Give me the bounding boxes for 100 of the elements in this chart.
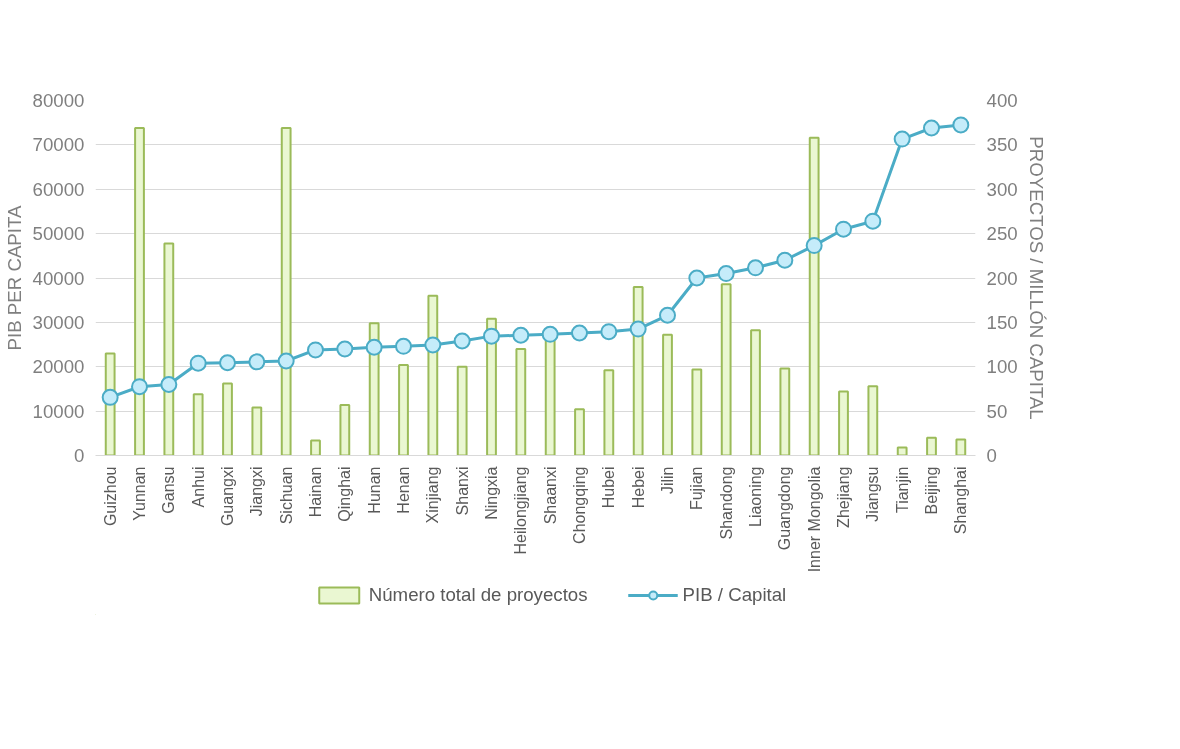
x-tick-label: Yunnan bbox=[131, 466, 148, 521]
bar bbox=[134, 127, 145, 456]
point bbox=[277, 352, 295, 370]
bar bbox=[339, 403, 351, 456]
y2-tick-label: 350 bbox=[986, 134, 1018, 156]
bar bbox=[632, 285, 644, 456]
bar bbox=[398, 363, 409, 456]
bar bbox=[955, 438, 967, 456]
y-tick-label: 40000 bbox=[32, 267, 85, 289]
bar bbox=[515, 348, 527, 456]
legend-label: Número total de proyectos bbox=[368, 584, 588, 606]
point bbox=[952, 116, 970, 134]
x-tick-label: Liaoning bbox=[747, 466, 764, 527]
point bbox=[336, 340, 354, 358]
bar bbox=[662, 333, 673, 456]
y-axis-title: PIB PER CAPITA bbox=[3, 205, 25, 351]
bar bbox=[163, 242, 175, 456]
bar bbox=[310, 439, 321, 456]
legend-label: PIB / Capital bbox=[682, 584, 787, 606]
point bbox=[717, 265, 735, 283]
point bbox=[131, 378, 148, 396]
bar bbox=[808, 136, 820, 456]
y2-tick-label: 300 bbox=[986, 178, 1018, 200]
x-tick-label: Hunan bbox=[365, 466, 383, 514]
point bbox=[189, 354, 207, 372]
point bbox=[688, 269, 706, 287]
y-tick-label: 10000 bbox=[32, 400, 85, 422]
x-tick-label: Qinghai bbox=[336, 466, 354, 522]
point bbox=[893, 130, 911, 148]
bar bbox=[574, 408, 585, 456]
point bbox=[512, 326, 530, 344]
point bbox=[101, 388, 119, 406]
x-tick-label: Xinjiang bbox=[424, 466, 442, 524]
point bbox=[248, 353, 266, 371]
x-tick-label: Hainan bbox=[307, 466, 324, 518]
point bbox=[805, 237, 823, 255]
y-tick-label: 50000 bbox=[32, 223, 85, 245]
x-tick-label: Guizhou bbox=[101, 466, 119, 527]
point bbox=[395, 337, 412, 355]
y-tick-label: 20000 bbox=[32, 356, 85, 378]
y2-tick-label: 250 bbox=[986, 223, 1018, 245]
bar bbox=[691, 368, 703, 456]
y2-tick-label: 50 bbox=[986, 400, 1008, 422]
bar bbox=[456, 365, 468, 456]
y-tick-label: 0 bbox=[74, 445, 85, 466]
y2-tick-label: 150 bbox=[986, 311, 1018, 333]
bar bbox=[222, 382, 233, 456]
point bbox=[864, 212, 882, 230]
point bbox=[923, 119, 940, 137]
bar bbox=[427, 294, 439, 456]
x-tick-label: Fujian bbox=[688, 466, 706, 511]
x-tick-label: Jiangsu bbox=[864, 466, 882, 522]
x-tick-label: Gansu bbox=[160, 466, 178, 514]
point bbox=[600, 323, 618, 341]
point bbox=[160, 376, 178, 393]
x-tick-label: Shandong bbox=[717, 466, 735, 540]
y2-tick-label: 400 bbox=[986, 90, 1018, 111]
bar bbox=[251, 406, 263, 456]
bar bbox=[779, 367, 791, 456]
x-tick-label: Shaanxi bbox=[541, 466, 559, 525]
point bbox=[571, 324, 588, 342]
x-tick-label: Zhejiang bbox=[835, 466, 852, 528]
x-tick-label: Guangxi bbox=[219, 466, 236, 527]
y-tick-label: 30000 bbox=[32, 311, 85, 333]
bar bbox=[926, 436, 937, 456]
bar bbox=[867, 385, 879, 456]
point bbox=[424, 336, 442, 354]
bar bbox=[192, 393, 204, 456]
y-tick-label: 70000 bbox=[32, 134, 85, 156]
point bbox=[365, 338, 383, 356]
x-tick-label: Beijing bbox=[923, 466, 940, 515]
bar bbox=[720, 283, 732, 456]
bar bbox=[896, 446, 908, 456]
x-tick-label: Tianjin bbox=[893, 466, 911, 514]
x-tick-label: Ningxia bbox=[483, 466, 500, 520]
x-tick-label: Hebei bbox=[629, 466, 647, 509]
point bbox=[219, 354, 236, 372]
y-tick-label: 80000 bbox=[32, 90, 85, 111]
x-tick-label: Anhui bbox=[189, 466, 207, 508]
point bbox=[483, 327, 500, 345]
x-tick-label: Hubei bbox=[600, 466, 618, 509]
bar bbox=[280, 127, 292, 456]
point bbox=[541, 325, 559, 343]
bar bbox=[750, 329, 761, 456]
bar bbox=[603, 369, 615, 456]
point bbox=[629, 320, 647, 338]
x-tick-label: Heilongjiang bbox=[512, 466, 530, 555]
point bbox=[453, 332, 471, 350]
y-tick-label: 60000 bbox=[32, 178, 85, 200]
x-tick-label: Henan bbox=[395, 466, 412, 514]
x-tick-label: Jilin bbox=[659, 466, 676, 495]
x-tick-label: Inner Mongolia bbox=[805, 466, 823, 573]
x-tick-label: Sichuan bbox=[277, 466, 295, 525]
x-tick-label: Shanxi bbox=[453, 466, 471, 516]
point bbox=[307, 341, 324, 359]
point bbox=[835, 220, 852, 238]
y2-axis-title: PROYECTOS / MILLÓN CAPITAL bbox=[1025, 136, 1047, 420]
point bbox=[659, 306, 676, 324]
y2-tick-label: 0 bbox=[986, 445, 997, 466]
point bbox=[776, 251, 794, 269]
